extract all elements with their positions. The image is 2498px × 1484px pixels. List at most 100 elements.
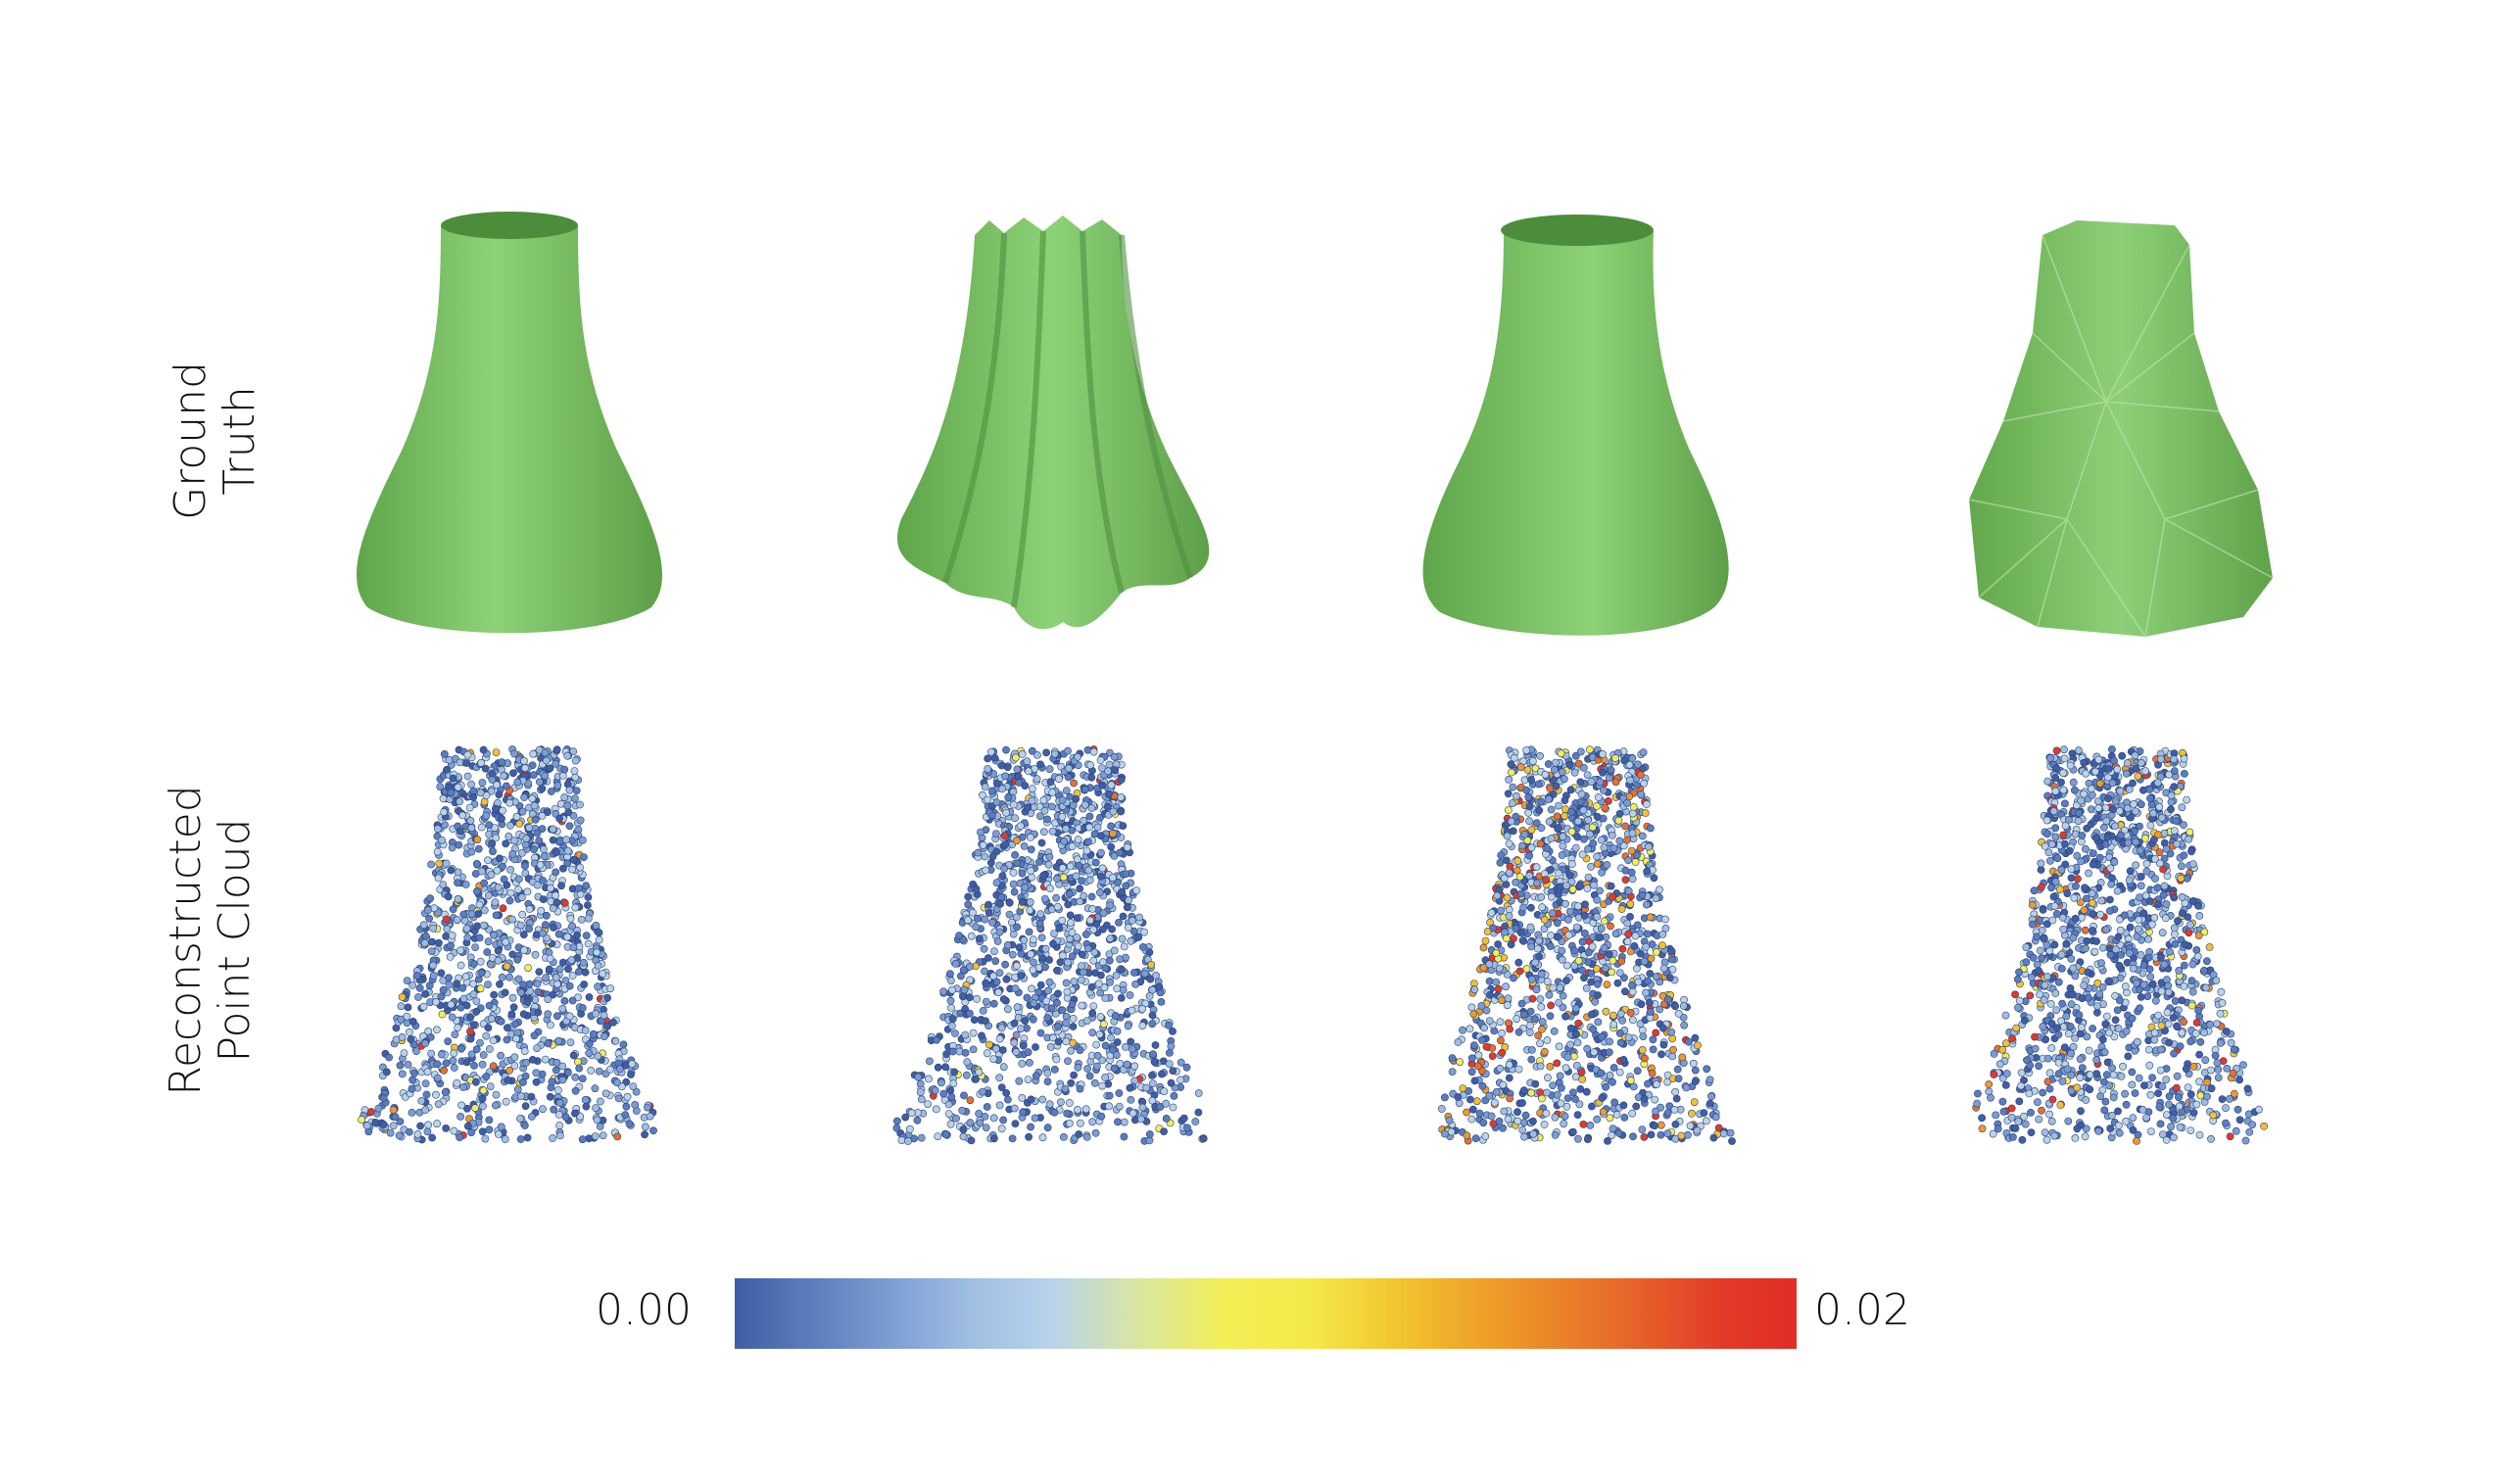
point-cloud-dot — [1567, 860, 1576, 868]
point-cloud-dot — [385, 1053, 393, 1062]
point-cloud-dot — [2092, 1008, 2101, 1017]
point-cloud-dot — [541, 1055, 550, 1064]
point-cloud-dot — [1526, 1007, 1535, 1016]
point-cloud-dot — [450, 1049, 458, 1058]
point-cloud-dot — [1042, 748, 1050, 757]
point-cloud-dot — [2188, 987, 2197, 996]
point-cloud-dot — [2218, 1095, 2227, 1103]
point-cloud-dot — [552, 1066, 560, 1075]
point-cloud-dot — [1028, 796, 1036, 805]
point-cloud-dot — [554, 930, 563, 938]
point-cloud-dot — [1013, 837, 1021, 845]
point-cloud-dot — [1074, 836, 1082, 844]
point-cloud-dot — [1522, 965, 1531, 974]
point-cloud-dot — [583, 901, 592, 909]
point-cloud-dot — [2027, 1128, 2036, 1136]
point-cloud-dot — [510, 837, 518, 845]
point-cloud-dot — [1627, 868, 1636, 877]
point-cloud-dot — [1657, 1050, 1665, 1059]
point-cloud-dot — [2035, 1115, 2043, 1124]
point-cloud-dot — [542, 911, 551, 920]
gt-mesh-fluted — [897, 215, 1210, 630]
point-cloud-dot — [1634, 760, 1642, 769]
point-cloud-dot — [1623, 937, 1632, 946]
point-cloud-dot — [1638, 1045, 1647, 1054]
point-cloud-dot — [1640, 779, 1648, 788]
point-cloud-dot — [1527, 975, 1536, 983]
point-cloud-dot — [1101, 994, 1110, 1002]
point-cloud-dot — [1643, 867, 1652, 876]
point-cloud-dot — [2015, 1097, 2024, 1106]
point-cloud-dot — [1682, 1083, 1691, 1092]
point-cloud-dot — [429, 961, 437, 970]
point-cloud-dot — [1547, 1001, 1555, 1010]
point-cloud-dot — [1691, 1033, 1700, 1042]
point-cloud-dot — [1112, 1051, 1121, 1059]
point-cloud-dot — [1485, 977, 1494, 985]
point-cloud-dot — [578, 1135, 587, 1144]
point-cloud-dot — [1628, 829, 1637, 838]
point-cloud-dot — [1015, 1077, 1024, 1085]
point-cloud-dot — [2105, 907, 2114, 915]
point-cloud-dot — [594, 1052, 602, 1061]
point-cloud-dot — [1536, 1088, 1545, 1096]
point-cloud-dot — [419, 921, 428, 930]
point-cloud-dot — [433, 1060, 442, 1069]
point-cloud-dot — [1510, 974, 1517, 982]
point-cloud-dot — [1531, 1079, 1540, 1088]
point-cloud-dot — [1076, 1084, 1084, 1093]
point-cloud-dot — [449, 774, 457, 783]
point-cloud-dot — [1109, 807, 1118, 816]
point-cloud-dot — [1027, 867, 1035, 875]
point-cloud-dot — [1023, 757, 1032, 766]
point-cloud-dot — [985, 954, 992, 962]
point-cloud-dot — [944, 1110, 953, 1118]
point-cloud-dot — [1657, 1130, 1665, 1139]
point-cloud-dot — [934, 1132, 942, 1140]
point-cloud-dot — [477, 758, 486, 767]
point-cloud-dot — [1642, 988, 1650, 997]
point-cloud-dot — [2027, 1108, 2035, 1117]
point-cloud-dot — [1570, 962, 1579, 970]
point-cloud-dot — [1594, 793, 1603, 801]
point-cloud-dot — [1514, 1065, 1523, 1074]
point-cloud-dot — [1058, 864, 1067, 872]
point-cloud-dot — [1638, 832, 1647, 840]
point-cloud-dot — [1508, 799, 1516, 807]
point-cloud-dot — [484, 981, 492, 988]
point-cloud-dot — [2124, 1052, 2133, 1061]
point-cloud-dot — [1169, 1067, 1177, 1075]
point-cloud-dot — [578, 836, 587, 844]
point-cloud-dot — [520, 862, 529, 870]
point-cloud-dot — [1502, 881, 1511, 888]
point-cloud-dot — [1505, 912, 1513, 920]
point-cloud-dot — [1119, 822, 1128, 830]
point-cloud-dot — [966, 976, 974, 984]
point-cloud-dot — [555, 814, 563, 823]
point-cloud-dot — [982, 866, 989, 875]
point-cloud-dot — [1165, 1021, 1173, 1029]
point-cloud-dot — [2180, 961, 2188, 970]
point-cloud-dot — [2131, 1089, 2139, 1097]
point-cloud-dot — [991, 957, 1000, 965]
point-cloud-dot — [1101, 1041, 1110, 1050]
point-cloud-dot — [1550, 765, 1559, 774]
point-cloud-dot — [1583, 885, 1592, 892]
point-cloud-dot — [1500, 874, 1509, 883]
point-cloud-dot — [1651, 1095, 1659, 1104]
point-cloud-dot — [472, 1045, 481, 1054]
point-cloud-fluted — [892, 745, 1208, 1145]
point-cloud-dot — [456, 961, 465, 970]
point-cloud-dot — [2189, 1062, 2198, 1071]
point-cloud-dot — [1470, 985, 1479, 994]
point-cloud-dot — [471, 943, 479, 951]
point-cloud-dot — [445, 755, 454, 764]
point-cloud-dot — [423, 1127, 432, 1136]
point-cloud-dot — [1114, 878, 1122, 886]
point-cloud-dot — [442, 859, 451, 868]
point-cloud-dot — [437, 992, 446, 1001]
point-cloud-dot — [550, 924, 557, 932]
point-cloud-dot — [1132, 886, 1140, 894]
point-cloud-dot — [613, 1078, 621, 1087]
point-cloud-dot — [1624, 856, 1633, 865]
